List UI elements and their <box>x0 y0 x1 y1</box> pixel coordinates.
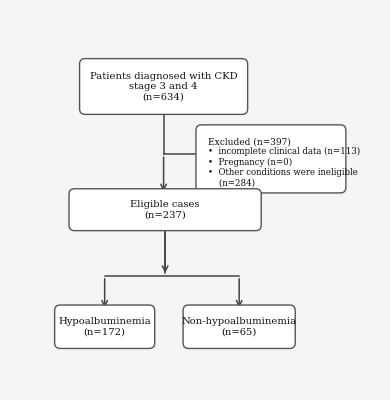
FancyBboxPatch shape <box>55 305 155 348</box>
Text: Eligible cases
(n=237): Eligible cases (n=237) <box>130 200 200 219</box>
FancyBboxPatch shape <box>69 189 261 231</box>
Text: •  incomplete clinical data (n=113)
•  Pregnancy (n=0)
•  Other conditions were : • incomplete clinical data (n=113) • Pre… <box>208 147 360 188</box>
Text: Excluded (n=397): Excluded (n=397) <box>208 137 291 146</box>
FancyBboxPatch shape <box>80 59 248 114</box>
Text: Patients diagnosed with CKD
stage 3 and 4
(n=634): Patients diagnosed with CKD stage 3 and … <box>90 72 238 101</box>
FancyBboxPatch shape <box>196 125 346 193</box>
FancyBboxPatch shape <box>183 305 295 348</box>
Text: Non-hypoalbuminemia
(n=65): Non-hypoalbuminemia (n=65) <box>182 317 297 336</box>
Text: Hypoalbuminemia
(n=172): Hypoalbuminemia (n=172) <box>58 317 151 336</box>
